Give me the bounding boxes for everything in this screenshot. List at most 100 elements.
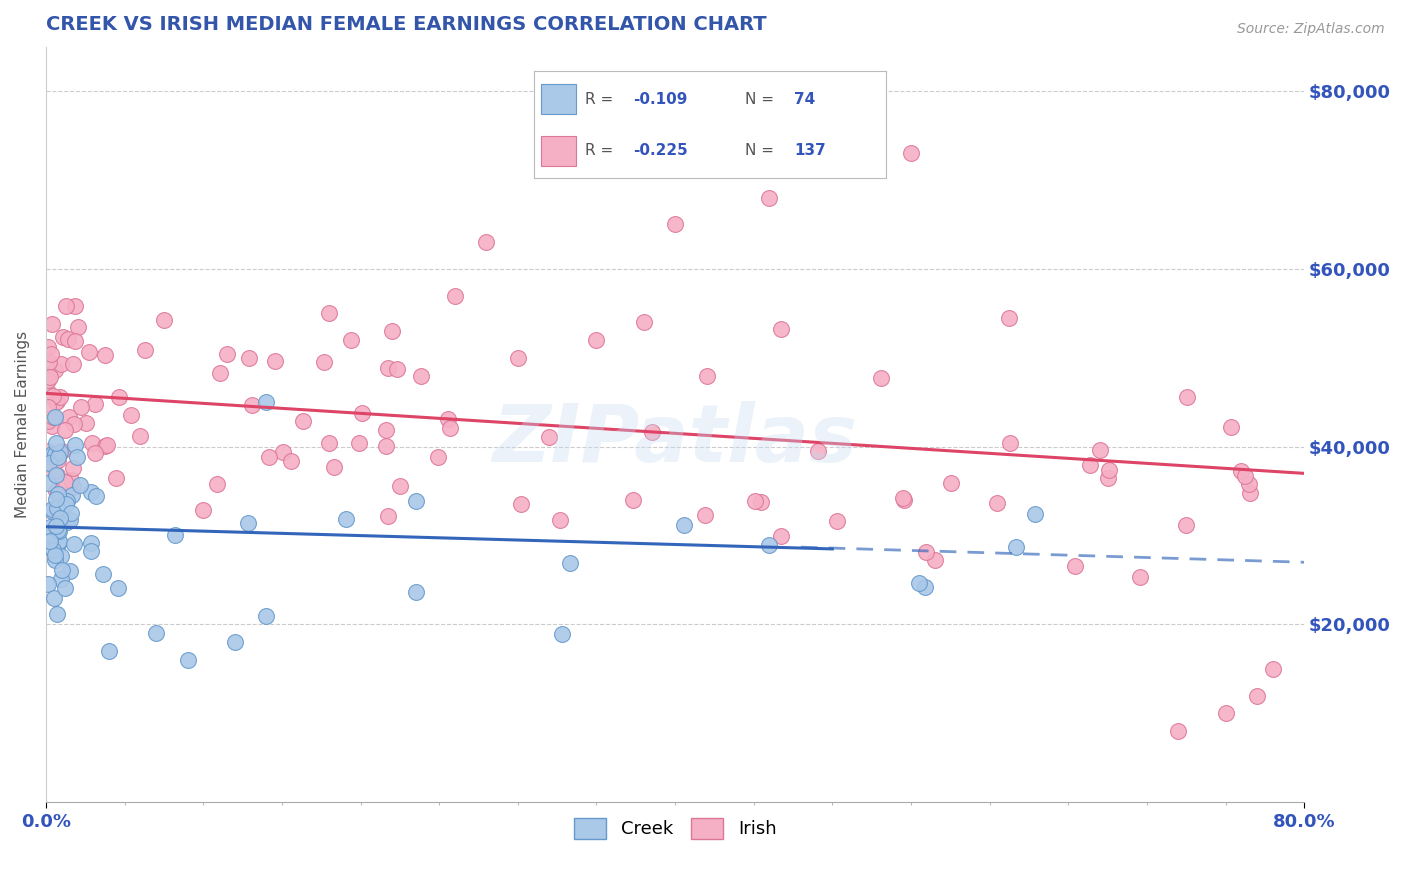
Point (51, 357, 73, 371)
Point (350, 406, 373, 420)
Point (891, 491, 914, 505)
Point (52, 330, 75, 344)
Point (349, 435, 371, 450)
Point (1261, 662, 1284, 676)
Point (208, 366, 231, 380)
Point (107, 581, 129, 595)
Point (41, 410, 63, 425)
Point (56, 332, 79, 346)
Point (1220, 419, 1243, 434)
Point (51, 444, 73, 458)
Point (444, 288, 467, 302)
Point (998, 311, 1021, 326)
Point (66, 450, 89, 465)
Point (53, 423, 76, 437)
Point (318, 435, 340, 450)
Point (94, 348, 117, 362)
Point (63, 437, 86, 451)
Point (1239, 477, 1261, 491)
Text: 137: 137 (794, 143, 827, 158)
Point (65, 334, 87, 349)
Point (914, 581, 936, 595)
Point (506, 351, 529, 365)
FancyBboxPatch shape (541, 84, 576, 114)
Point (560, 556, 582, 570)
Point (207, 476, 229, 491)
Point (41, 504, 63, 518)
Point (86, 490, 108, 504)
Point (55, 497, 77, 511)
Point (59, 513, 82, 527)
Point (38, 354, 60, 368)
Point (38, 369, 60, 384)
Point (1229, 464, 1251, 478)
Point (41, 450, 63, 465)
Point (46, 487, 69, 501)
Point (176, 653, 198, 667)
Point (44, 548, 66, 562)
Point (37, 400, 59, 414)
Point (388, 479, 411, 493)
Text: R =: R = (585, 92, 619, 107)
Text: CREEK VS IRISH MEDIAN FEMALE EARNINGS CORRELATION CHART: CREEK VS IRISH MEDIAN FEMALE EARNINGS CO… (46, 15, 766, 34)
Point (770, 528, 793, 542)
Text: N =: N = (745, 143, 779, 158)
Point (48, 533, 70, 548)
Point (44, 591, 66, 605)
Point (41, 458, 63, 472)
Point (238, 516, 260, 531)
Point (769, 322, 792, 336)
Point (825, 514, 848, 528)
Point (749, 495, 772, 509)
Point (46, 607, 69, 621)
Point (907, 575, 929, 590)
Point (758, 539, 780, 553)
Text: -0.109: -0.109 (633, 92, 688, 107)
Point (37, 388, 59, 402)
Point (62, 537, 84, 551)
Point (548, 513, 571, 527)
Point (318, 306, 340, 320)
Legend: Creek, Irish: Creek, Irish (567, 811, 783, 847)
Point (37, 530, 59, 544)
Point (280, 453, 302, 467)
Point (62, 357, 84, 371)
Point (672, 518, 695, 533)
Point (83, 397, 105, 411)
Point (46, 523, 69, 537)
Point (633, 315, 655, 329)
Point (374, 439, 396, 453)
Point (37, 411, 59, 425)
Point (108, 390, 131, 404)
Point (375, 423, 398, 437)
Point (94, 439, 117, 453)
Point (45, 436, 67, 450)
Point (65, 299, 87, 313)
Point (52, 500, 75, 514)
Point (439, 420, 461, 434)
Point (48, 524, 70, 538)
Point (91, 566, 114, 581)
Point (37, 373, 59, 387)
Point (37, 384, 59, 399)
Point (758, 191, 780, 205)
Point (38, 450, 60, 464)
Point (49, 549, 72, 563)
Point (97, 644, 120, 658)
Point (37, 340, 59, 354)
Point (238, 351, 260, 365)
Point (56, 493, 79, 508)
Y-axis label: Median Female Earnings: Median Female Earnings (15, 331, 30, 518)
Text: ZIPatlas: ZIPatlas (492, 401, 858, 479)
Point (381, 324, 404, 338)
Point (53, 475, 76, 489)
Point (45, 395, 67, 409)
Point (254, 608, 277, 623)
Point (271, 444, 294, 458)
Text: N =: N = (745, 92, 779, 107)
Point (49, 511, 72, 525)
Point (900, 146, 922, 161)
Point (323, 459, 346, 474)
Point (254, 395, 277, 409)
Point (44, 450, 66, 464)
